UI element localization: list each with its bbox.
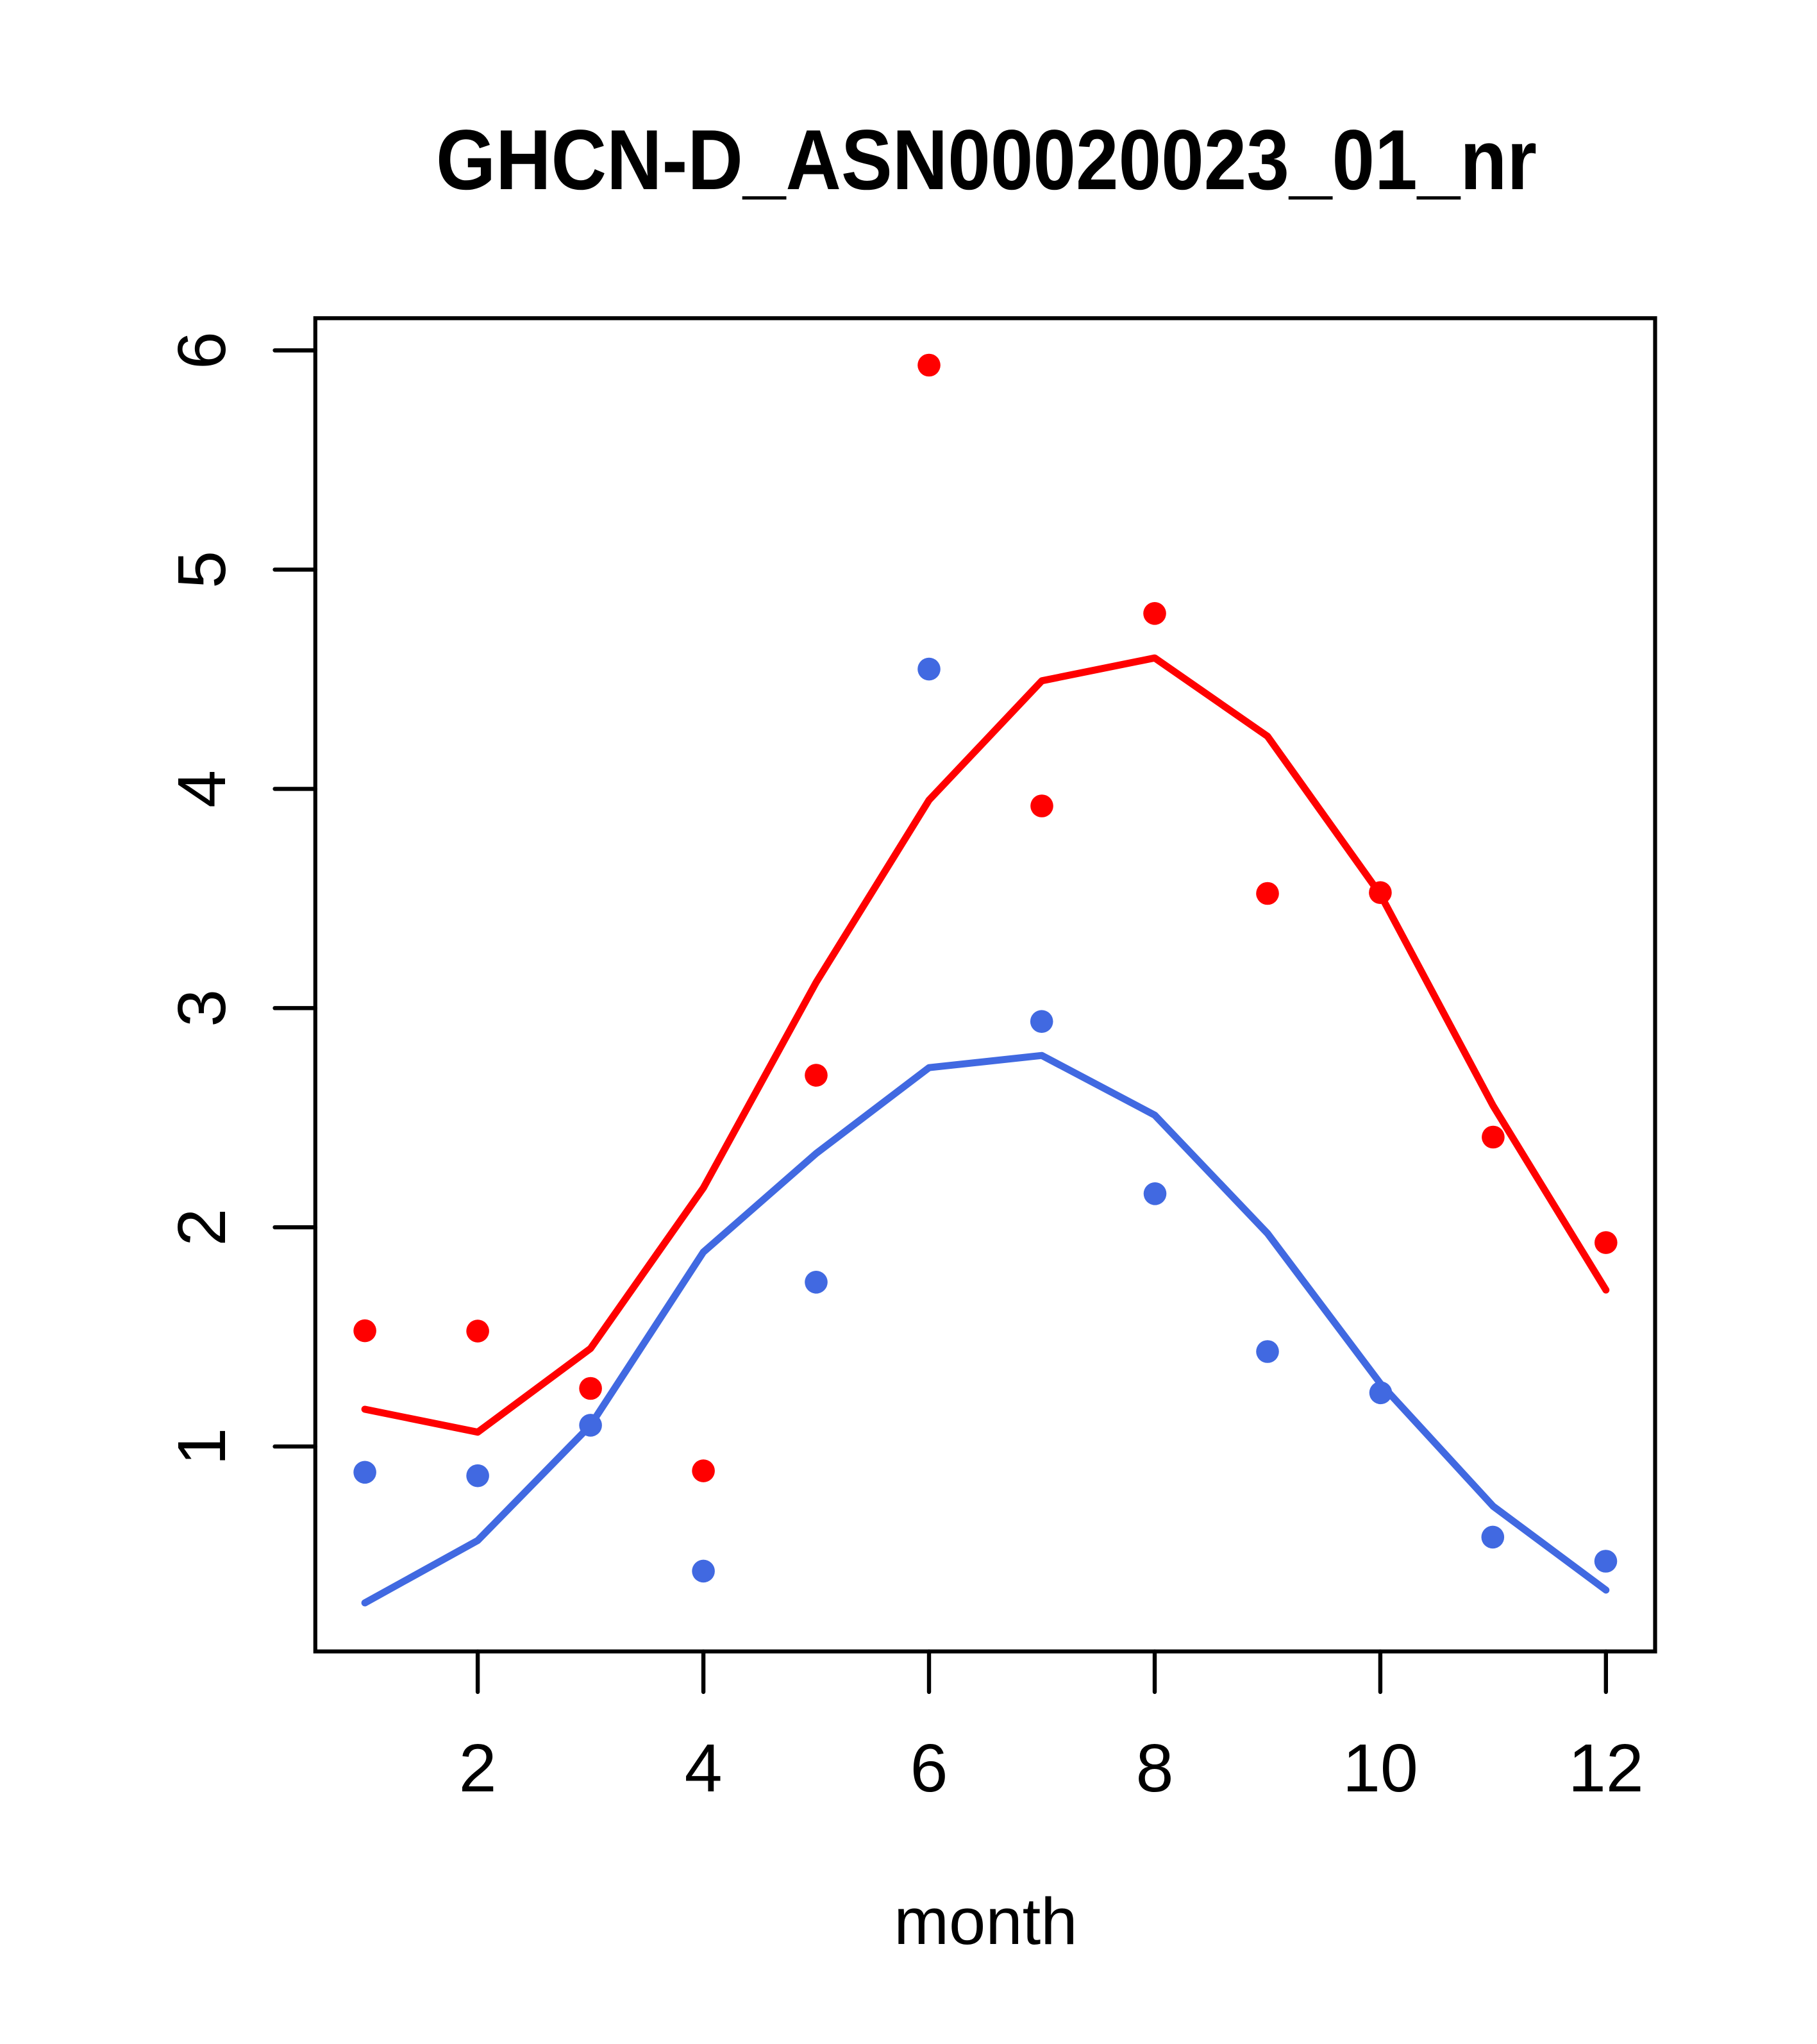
svg-text:2: 2 bbox=[164, 1209, 240, 1246]
svg-text:4: 4 bbox=[685, 1730, 723, 1806]
svg-text:10: 10 bbox=[1343, 1730, 1418, 1806]
svg-text:4: 4 bbox=[164, 770, 240, 808]
svg-text:2: 2 bbox=[459, 1730, 497, 1806]
svg-text:1: 1 bbox=[164, 1428, 240, 1466]
svg-text:GHCN-D_ASN00020023_01_nr: GHCN-D_ASN00020023_01_nr bbox=[436, 113, 1537, 208]
svg-text:3: 3 bbox=[164, 989, 240, 1027]
svg-text:6: 6 bbox=[164, 331, 240, 369]
svg-text:6: 6 bbox=[910, 1730, 948, 1806]
svg-text:12: 12 bbox=[1568, 1730, 1644, 1806]
svg-text:month: month bbox=[894, 1884, 1077, 1958]
svg-text:8: 8 bbox=[1136, 1730, 1174, 1806]
svg-text:5: 5 bbox=[164, 551, 240, 589]
